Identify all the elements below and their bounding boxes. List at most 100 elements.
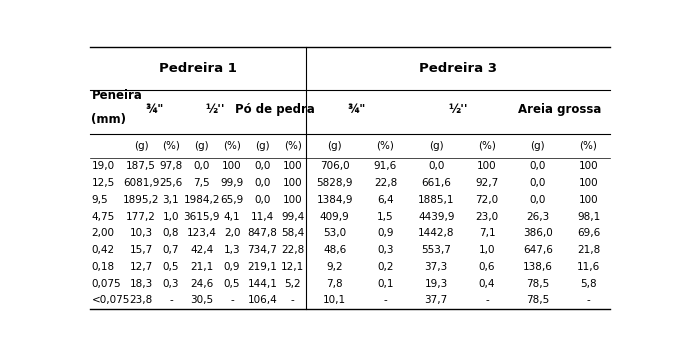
Text: Peneira: Peneira bbox=[91, 89, 142, 102]
Text: 123,4: 123,4 bbox=[187, 228, 217, 238]
Text: 1,3: 1,3 bbox=[224, 245, 240, 255]
Text: 0,18: 0,18 bbox=[91, 262, 114, 272]
Text: -: - bbox=[383, 295, 387, 305]
Text: 1,5: 1,5 bbox=[377, 212, 394, 222]
Text: 78,5: 78,5 bbox=[526, 295, 550, 305]
Text: -: - bbox=[230, 295, 234, 305]
Text: 1895,2: 1895,2 bbox=[123, 195, 159, 205]
Text: 100: 100 bbox=[477, 161, 497, 171]
Text: (g): (g) bbox=[195, 141, 209, 151]
Text: 23,8: 23,8 bbox=[129, 295, 153, 305]
Text: 187,5: 187,5 bbox=[126, 161, 156, 171]
Text: 100: 100 bbox=[579, 195, 599, 205]
Text: 21,1: 21,1 bbox=[190, 262, 213, 272]
Text: 4439,9: 4439,9 bbox=[418, 212, 454, 222]
Text: 100: 100 bbox=[579, 178, 599, 188]
Text: (%): (%) bbox=[377, 141, 394, 151]
Text: 6,4: 6,4 bbox=[377, 195, 394, 205]
Text: 100: 100 bbox=[283, 195, 302, 205]
Text: <0,075: <0,075 bbox=[91, 295, 130, 305]
Text: 25,6: 25,6 bbox=[159, 178, 183, 188]
Text: 22,8: 22,8 bbox=[374, 178, 397, 188]
Text: 11,4: 11,4 bbox=[251, 212, 274, 222]
Text: 553,7: 553,7 bbox=[422, 245, 452, 255]
Text: Pedreira 1: Pedreira 1 bbox=[159, 62, 237, 75]
Text: 2,00: 2,00 bbox=[91, 228, 114, 238]
Text: -: - bbox=[485, 295, 489, 305]
Text: (g): (g) bbox=[255, 141, 270, 151]
Text: 0,5: 0,5 bbox=[163, 262, 179, 272]
Text: 98,1: 98,1 bbox=[577, 212, 600, 222]
Text: 100: 100 bbox=[222, 161, 242, 171]
Text: 22,8: 22,8 bbox=[281, 245, 304, 255]
Text: 386,0: 386,0 bbox=[523, 228, 552, 238]
Text: 19,3: 19,3 bbox=[425, 279, 448, 289]
Text: 0,6: 0,6 bbox=[479, 262, 495, 272]
Text: 19,0: 19,0 bbox=[91, 161, 114, 171]
Text: 647,6: 647,6 bbox=[523, 245, 553, 255]
Text: 9,5: 9,5 bbox=[91, 195, 108, 205]
Text: 2,0: 2,0 bbox=[224, 228, 240, 238]
Text: 7,8: 7,8 bbox=[326, 279, 343, 289]
Text: ½'': ½'' bbox=[205, 103, 225, 116]
Text: 100: 100 bbox=[283, 178, 302, 188]
Text: 3615,9: 3615,9 bbox=[183, 212, 220, 222]
Text: 0,075: 0,075 bbox=[91, 279, 121, 289]
Text: 7,1: 7,1 bbox=[479, 228, 495, 238]
Text: (%): (%) bbox=[223, 141, 241, 151]
Text: 72,0: 72,0 bbox=[475, 195, 498, 205]
Text: Pedreira 3: Pedreira 3 bbox=[419, 62, 497, 75]
Text: 15,7: 15,7 bbox=[129, 245, 153, 255]
Text: 58,4: 58,4 bbox=[281, 228, 304, 238]
Text: 661,6: 661,6 bbox=[422, 178, 452, 188]
Text: 0,0: 0,0 bbox=[254, 161, 270, 171]
Text: -: - bbox=[586, 295, 590, 305]
Text: 42,4: 42,4 bbox=[190, 245, 213, 255]
Text: (g): (g) bbox=[328, 141, 342, 151]
Text: (%): (%) bbox=[284, 141, 302, 151]
Text: ¾": ¾" bbox=[347, 103, 366, 116]
Text: ½'': ½'' bbox=[448, 103, 468, 116]
Text: 0,9: 0,9 bbox=[377, 228, 394, 238]
Text: 5,8: 5,8 bbox=[580, 279, 597, 289]
Text: 48,6: 48,6 bbox=[323, 245, 347, 255]
Text: 9,2: 9,2 bbox=[326, 262, 343, 272]
Text: 5,2: 5,2 bbox=[285, 279, 301, 289]
Text: -: - bbox=[169, 295, 173, 305]
Text: 37,7: 37,7 bbox=[425, 295, 448, 305]
Text: Areia grossa: Areia grossa bbox=[518, 103, 601, 116]
Text: 144,1: 144,1 bbox=[247, 279, 277, 289]
Text: 1984,2: 1984,2 bbox=[183, 195, 220, 205]
Text: (%): (%) bbox=[162, 141, 180, 151]
Text: 6081,9: 6081,9 bbox=[123, 178, 159, 188]
Text: (g): (g) bbox=[429, 141, 443, 151]
Text: 177,2: 177,2 bbox=[126, 212, 156, 222]
Text: 734,7: 734,7 bbox=[247, 245, 277, 255]
Text: 21,8: 21,8 bbox=[577, 245, 600, 255]
Text: Pó de pedra: Pó de pedra bbox=[236, 103, 315, 116]
Text: 4,75: 4,75 bbox=[91, 212, 114, 222]
Text: 0,1: 0,1 bbox=[377, 279, 394, 289]
Text: 1384,9: 1384,9 bbox=[317, 195, 353, 205]
Text: 219,1: 219,1 bbox=[247, 262, 277, 272]
Text: 106,4: 106,4 bbox=[247, 295, 277, 305]
Text: 99,4: 99,4 bbox=[281, 212, 304, 222]
Text: -: - bbox=[291, 295, 295, 305]
Text: 65,9: 65,9 bbox=[221, 195, 244, 205]
Text: 0,7: 0,7 bbox=[163, 245, 179, 255]
Text: 24,6: 24,6 bbox=[190, 279, 213, 289]
Text: (%): (%) bbox=[580, 141, 597, 151]
Text: 91,6: 91,6 bbox=[374, 161, 397, 171]
Text: 0,0: 0,0 bbox=[530, 161, 546, 171]
Text: 11,6: 11,6 bbox=[577, 262, 600, 272]
Text: 97,8: 97,8 bbox=[159, 161, 183, 171]
Text: 706,0: 706,0 bbox=[320, 161, 349, 171]
Text: 10,3: 10,3 bbox=[129, 228, 153, 238]
Text: 1,0: 1,0 bbox=[163, 212, 179, 222]
Text: (%): (%) bbox=[478, 141, 496, 151]
Text: 23,0: 23,0 bbox=[475, 212, 498, 222]
Text: 99,9: 99,9 bbox=[221, 178, 244, 188]
Text: 138,6: 138,6 bbox=[523, 262, 553, 272]
Text: 18,3: 18,3 bbox=[129, 279, 153, 289]
Text: 53,0: 53,0 bbox=[323, 228, 347, 238]
